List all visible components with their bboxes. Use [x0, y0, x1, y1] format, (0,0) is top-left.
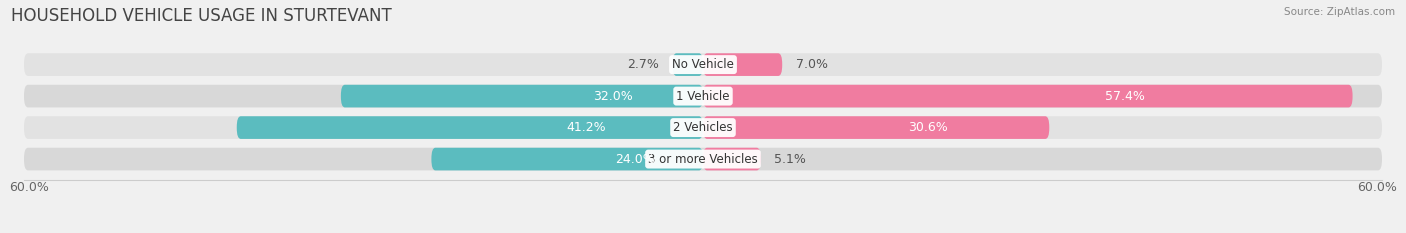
Text: 41.2%: 41.2%: [567, 121, 606, 134]
Text: No Vehicle: No Vehicle: [672, 58, 734, 71]
Text: 7.0%: 7.0%: [796, 58, 828, 71]
FancyBboxPatch shape: [672, 53, 703, 76]
Text: 32.0%: 32.0%: [592, 90, 633, 103]
FancyBboxPatch shape: [703, 148, 761, 170]
FancyBboxPatch shape: [703, 116, 1049, 139]
FancyBboxPatch shape: [24, 53, 1382, 76]
FancyBboxPatch shape: [703, 85, 1353, 107]
Legend: Owner-occupied, Renter-occupied: Owner-occupied, Renter-occupied: [568, 229, 838, 233]
FancyBboxPatch shape: [24, 85, 1382, 107]
FancyBboxPatch shape: [24, 148, 1382, 170]
Text: 3 or more Vehicles: 3 or more Vehicles: [648, 153, 758, 166]
Text: 30.6%: 30.6%: [908, 121, 948, 134]
Text: Source: ZipAtlas.com: Source: ZipAtlas.com: [1284, 7, 1395, 17]
Text: 24.0%: 24.0%: [616, 153, 655, 166]
Text: 60.0%: 60.0%: [10, 181, 49, 194]
Text: HOUSEHOLD VEHICLE USAGE IN STURTEVANT: HOUSEHOLD VEHICLE USAGE IN STURTEVANT: [11, 7, 392, 25]
Text: 60.0%: 60.0%: [1357, 181, 1396, 194]
FancyBboxPatch shape: [24, 116, 1382, 139]
Text: 2 Vehicles: 2 Vehicles: [673, 121, 733, 134]
FancyBboxPatch shape: [340, 85, 703, 107]
Text: 2.7%: 2.7%: [627, 58, 659, 71]
Text: 5.1%: 5.1%: [775, 153, 806, 166]
Text: 57.4%: 57.4%: [1105, 90, 1144, 103]
FancyBboxPatch shape: [432, 148, 703, 170]
FancyBboxPatch shape: [703, 53, 782, 76]
Text: 1 Vehicle: 1 Vehicle: [676, 90, 730, 103]
FancyBboxPatch shape: [236, 116, 703, 139]
